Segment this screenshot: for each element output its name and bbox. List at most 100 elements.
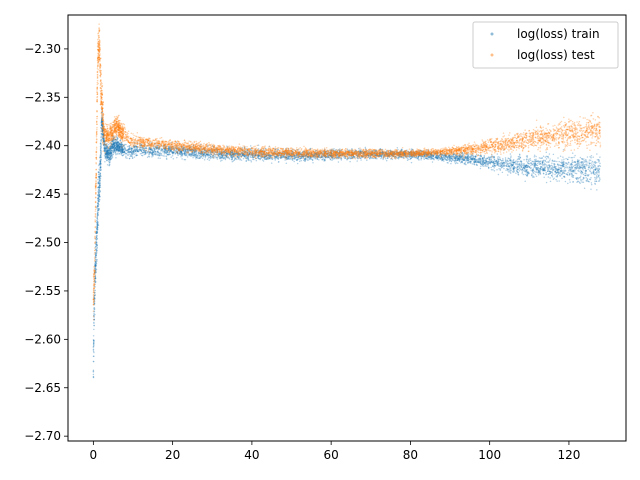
data-point [507,162,509,165]
data-point [594,176,596,179]
data-point [576,164,578,167]
data-point [171,147,174,150]
data-point [413,155,416,157]
data-point [270,150,272,153]
data-point [170,156,172,158]
data-point [221,155,223,157]
data-point [99,183,101,185]
data-point [552,153,555,156]
data-point [420,153,422,155]
data-point [327,155,329,157]
data-point [595,172,597,174]
data-point [115,156,117,159]
data-point [114,151,117,153]
data-point [341,153,344,156]
data-point [594,164,596,167]
data-point [163,151,166,153]
data-point [527,165,530,167]
data-point [521,171,524,173]
data-point [594,169,597,172]
data-point [95,251,98,254]
data-point [212,152,214,154]
data-point [527,162,529,165]
data-point [385,151,387,154]
data-point [105,150,108,153]
data-point [445,159,448,162]
data-point [204,152,206,155]
data-point [445,156,447,159]
data-point [498,161,500,163]
data-point [458,157,460,160]
data-point [545,151,548,153]
data-point [333,148,335,150]
data-point [545,181,548,184]
data-point [302,157,304,159]
data-point [217,149,219,151]
data-point [509,170,511,172]
data-point [558,180,560,182]
data-point [220,152,222,154]
data-point [159,157,161,160]
data-point [578,159,580,161]
data-point [268,152,270,154]
data-point [304,158,307,161]
data-point [113,141,116,143]
data-point [519,156,522,159]
data-point [461,161,464,164]
data-point [444,158,447,160]
data-point [93,355,95,357]
data-point [562,171,565,173]
data-point [573,167,576,169]
data-point [149,148,151,151]
data-point [274,152,276,155]
data-point [490,168,493,171]
data-point [458,158,460,161]
data-point [512,163,515,166]
data-point [109,152,111,154]
data-point [459,161,462,164]
data-point [131,155,133,158]
data-point [120,142,122,144]
data-point [571,172,573,175]
data-point [462,155,464,158]
data-point [110,143,113,145]
data-point [232,148,234,151]
data-point [569,181,571,183]
data-point [514,166,517,169]
data-point [403,152,406,155]
data-point [282,148,285,150]
data-point [115,141,118,143]
data-point [144,143,146,146]
data-point [101,133,103,136]
data-point [505,161,508,164]
data-point [567,174,569,176]
data-point [563,172,566,174]
data-point [503,163,505,165]
data-point [100,132,103,135]
data-point [500,162,502,164]
data-point [596,171,599,173]
data-point [459,158,461,161]
data-point [454,159,457,162]
data-point [537,162,539,165]
data-point [476,158,479,161]
data-point [315,149,317,152]
data-point [516,160,519,163]
data-point [367,150,370,153]
data-point [567,161,570,163]
data-point [239,158,241,161]
data-point [202,153,205,156]
data-point [365,154,368,156]
data-point [124,151,126,154]
data-point [425,152,427,155]
data-point [571,156,574,159]
data-point [526,161,529,163]
data-point [104,147,107,149]
data-point [575,172,578,175]
data-point [96,217,99,220]
data-point [431,161,434,163]
data-point [159,152,161,155]
data-point [423,154,425,156]
data-point [581,171,584,174]
data-point [583,164,586,166]
